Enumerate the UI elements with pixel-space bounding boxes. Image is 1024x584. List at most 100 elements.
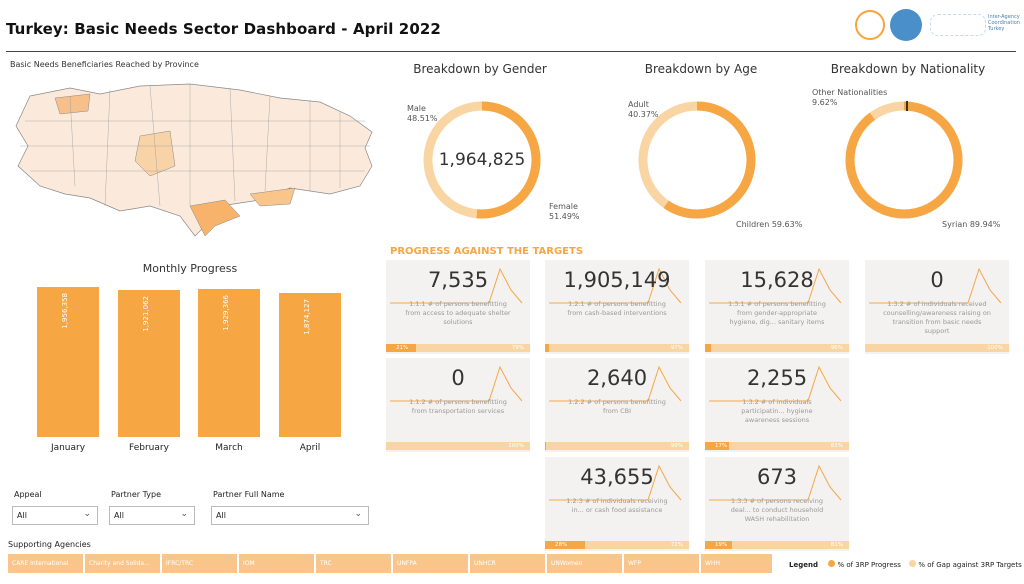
kpi-gap-pct: 72% xyxy=(670,542,683,548)
kpi-description: 1.1.2 # of persons benefitting from tran… xyxy=(409,398,507,415)
turkey-map-shape xyxy=(15,83,373,237)
kpi-card[interactable]: 673 1.3.3 # of persons receiving deal... … xyxy=(705,457,849,551)
kpi-value: 2,640 xyxy=(586,366,648,390)
syrian-label: Syrian 89.94% xyxy=(942,220,1001,229)
kpi-progress-bar: 28% 72% xyxy=(545,541,689,549)
progress-legend-icon xyxy=(828,560,836,567)
kpi-value: 673 xyxy=(756,465,798,489)
nationality-syrian-slice xyxy=(845,101,963,219)
kpi-progress-fill xyxy=(545,344,550,352)
kpi-description: 1.2.3 # of individuals receiving in... o… xyxy=(566,497,668,514)
kpi-gap-pct: 100% xyxy=(508,443,524,449)
map-title: Basic Needs Beneficiaries Reached by Pro… xyxy=(10,60,199,69)
age-donut-chart[interactable] xyxy=(635,95,765,225)
kpi-gap-pct: 99% xyxy=(670,443,683,449)
kpi-card[interactable]: 15,628 1.3.1 # of persons benefitting fro… xyxy=(705,260,849,354)
agency-filter-button[interactable]: Charity and Solida... xyxy=(85,554,160,573)
kpi-card[interactable]: 2,255 1.3.2 # of individuals participatin… xyxy=(705,358,849,452)
month-label: January xyxy=(50,443,86,453)
children-label: Children 59.63% xyxy=(736,220,803,229)
agency-filter-button[interactable]: CARE International xyxy=(8,554,83,573)
province-map[interactable] xyxy=(10,76,380,246)
kpi-value: 0 xyxy=(930,268,944,292)
title-divider xyxy=(6,51,1016,52)
supporting-agencies-title: Supporting Agencies xyxy=(8,540,91,549)
kpi-gap-pct: 100% xyxy=(987,345,1003,351)
agency-filter-button[interactable]: UNWomen xyxy=(547,554,622,573)
agency-filter-button[interactable]: IOM xyxy=(239,554,314,573)
female-label: Female 51.49% xyxy=(549,202,580,221)
nationality-donut-chart[interactable] xyxy=(842,95,972,225)
kpi-sparkline xyxy=(549,464,682,501)
agency-filter-button[interactable]: UNHCR xyxy=(470,554,545,573)
gender-donut-chart[interactable] xyxy=(420,95,550,225)
kpi-gap-pct: 96% xyxy=(830,345,843,351)
kpi-progress-bar: 100% xyxy=(865,344,1009,352)
agency-filter-button[interactable]: IFRC/TRC xyxy=(162,554,237,573)
kpi-description: 1.3.2 # of individuals participatin... h… xyxy=(741,398,813,424)
chevron-down-icon: ⌄ xyxy=(83,509,91,519)
appeal-filter-dropdown[interactable]: All ⌄ xyxy=(12,506,98,525)
agency-filter-button[interactable]: TRC xyxy=(316,554,391,573)
monthly-progress-title: Monthly Progress xyxy=(142,262,238,275)
appeal-filter-label: Appeal xyxy=(14,490,42,499)
gender-female-slice xyxy=(423,101,541,219)
kpi-card[interactable]: 7,535 1.1.1 # of persons benefitting from… xyxy=(386,260,530,354)
chevron-down-icon: ⌄ xyxy=(354,509,362,519)
month-bar-february[interactable]: 1,921,062 xyxy=(118,290,180,437)
kpi-sparkline xyxy=(549,365,682,402)
kpi-card[interactable]: 1,905,149 1.2.1 # of persons benefitting … xyxy=(545,260,689,354)
age-children-slice xyxy=(638,101,756,219)
partner-type-filter-dropdown[interactable]: All ⌄ xyxy=(109,506,195,525)
coordination-logo-text: Inter-Agency Coordination Turkey xyxy=(988,14,1020,32)
kpi-progress-pct: 28% xyxy=(555,542,568,548)
kpi-gap-pct: 81% xyxy=(830,542,843,548)
kpi-progress-pct: 21% xyxy=(396,345,409,351)
kpi-gap-pct: 79% xyxy=(511,345,524,351)
month-bar-april[interactable]: 1,874,127 xyxy=(279,293,341,437)
kpi-progress-fill xyxy=(705,344,711,352)
adult-label: Adult 40.37% xyxy=(628,100,659,119)
other-nationalities-label: Other Nationalities 9.62% xyxy=(812,88,888,107)
kpi-sparkline xyxy=(709,365,842,402)
progress-section-title: PROGRESS AGAINST THE TARGETS xyxy=(390,246,584,257)
agency-filter-button[interactable]: WHH xyxy=(701,554,772,573)
kpi-card[interactable]: 0 1.1.2 # of persons benefitting from tra… xyxy=(386,358,530,452)
gender-breakdown-title: Breakdown by Gender xyxy=(413,62,547,76)
kpi-progress-bar: 19% 81% xyxy=(705,541,849,549)
agency-filter-button[interactable]: WFP xyxy=(624,554,699,573)
kpi-value: 7,535 xyxy=(427,268,489,292)
kpi-value: 43,655 xyxy=(580,465,654,489)
province-highlight xyxy=(54,93,91,115)
kpi-progress-bar: 21% 79% xyxy=(386,344,530,352)
kpi-value: 15,628 xyxy=(740,268,814,292)
kpi-value: 2,255 xyxy=(746,366,808,390)
kpi-description: 1.3.3 # of persons receiving deal... to … xyxy=(730,497,824,523)
month-bar-march[interactable]: 1,929,366 xyxy=(198,289,260,437)
kpi-card[interactable]: 43,655 1.2.3 # of individuals receiving i… xyxy=(545,457,689,551)
male-label: Male 48.51% xyxy=(407,104,438,123)
partner-name-filter-dropdown[interactable]: All ⌄ xyxy=(211,506,369,525)
partner-name-filter-label: Partner Full Name xyxy=(213,490,285,499)
kpi-gap-pct: 97% xyxy=(670,345,683,351)
kpi-card[interactable]: 2,640 1.2.2 # of persons benefitting from… xyxy=(545,358,689,452)
kpi-card[interactable]: 0 1.3.2 # of individuals received counsel… xyxy=(865,260,1009,354)
kpi-progress-fill xyxy=(705,541,733,549)
province-highlight xyxy=(249,187,296,207)
kpi-progress-pct: 17% xyxy=(715,443,728,449)
month-bar-january[interactable]: 1,956,358 xyxy=(37,287,99,437)
kpi-description: 1.1.1 # of persons benefitting from acce… xyxy=(405,300,511,326)
kpi-sparkline xyxy=(709,464,842,501)
kpi-progress-bar: 100% xyxy=(386,442,530,450)
kpi-value: 1,905,149 xyxy=(563,268,671,292)
kpi-progress-bar: 99% xyxy=(545,442,689,450)
kpi-description: 1.3.1 # of persons benefitting from gend… xyxy=(728,300,826,326)
kpi-sparkline xyxy=(390,267,523,304)
month-label: March xyxy=(215,443,243,453)
kpi-progress-fill xyxy=(545,442,547,450)
kpi-progress-pct: 19% xyxy=(715,542,728,548)
kpi-progress-bar: 97% xyxy=(545,344,689,352)
kpi-sparkline xyxy=(709,267,842,304)
agency-filter-button[interactable]: UNFPA xyxy=(393,554,468,573)
gender-total: 1,964,825 xyxy=(438,150,526,170)
